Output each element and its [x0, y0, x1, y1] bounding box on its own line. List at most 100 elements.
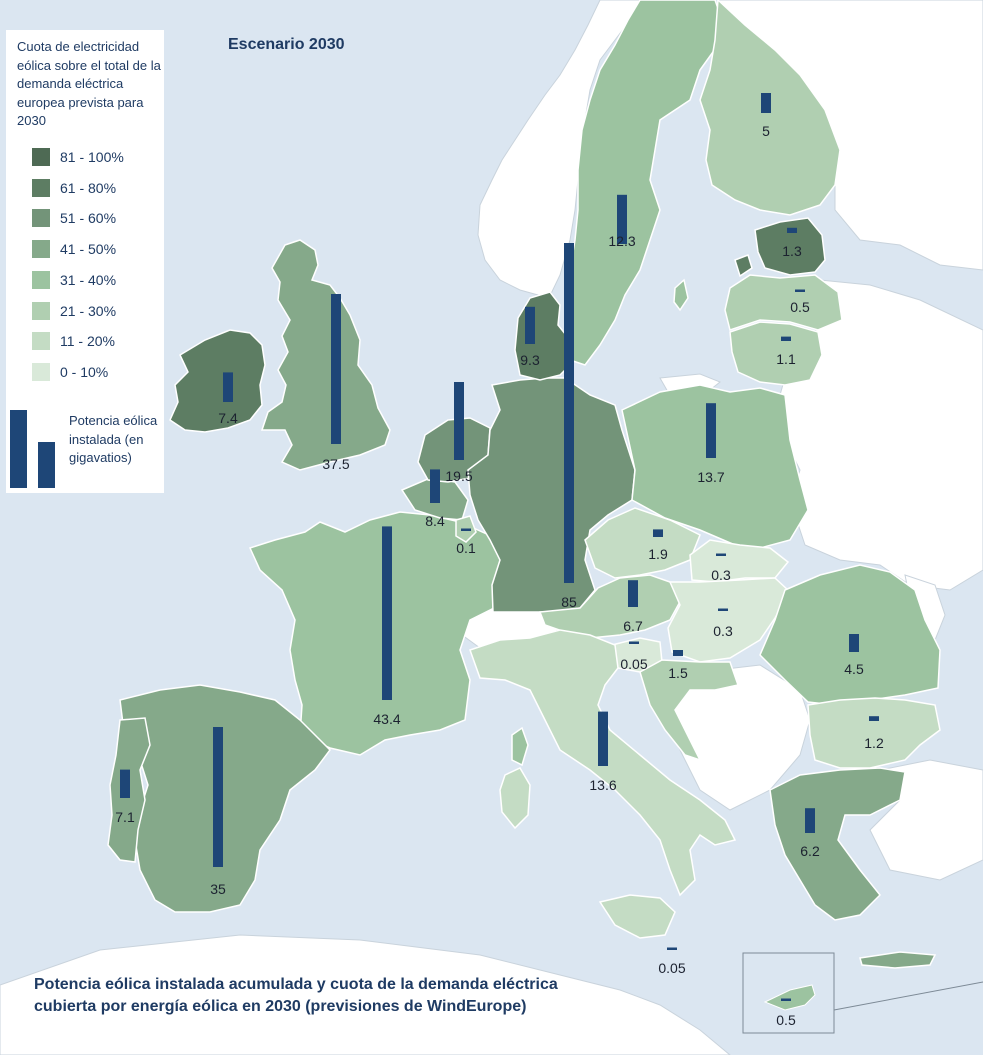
legend-bar-sample-short [38, 442, 55, 488]
legend-label: 41 - 50% [60, 241, 117, 258]
bar-chipre [781, 998, 791, 1001]
value-label: 37.5 [322, 456, 349, 472]
bar-españa [213, 727, 223, 867]
ireland-shape [169, 329, 266, 433]
value-label: 5 [762, 123, 770, 139]
value-label: 35 [210, 881, 226, 897]
legend-item: 0 - 10% [32, 362, 162, 381]
legend-panel [6, 30, 164, 493]
sardinia-shape [499, 767, 531, 830]
value-label: 0.3 [713, 623, 733, 639]
value-label: 19.5 [445, 468, 472, 484]
legend-item: 21 - 30% [32, 301, 162, 320]
bar-malta [667, 947, 677, 950]
bar-hungría [718, 608, 728, 611]
bar-bélgica [430, 469, 440, 503]
cyprus-inset [742, 952, 983, 1034]
legend-item: 41 - 50% [32, 240, 162, 259]
legend-swatch [32, 148, 50, 166]
legend-bar-sample [10, 410, 58, 488]
value-label: 0.5 [790, 299, 810, 315]
bar-portugal [120, 769, 130, 798]
bar-italia [598, 711, 608, 766]
scenario-title: Escenario 2030 [228, 36, 345, 53]
value-label: 7.1 [115, 809, 135, 825]
bar-suecia [617, 194, 627, 244]
cyprus-inset-leader [833, 981, 983, 1011]
bar-irlanda [223, 372, 233, 402]
legend-label: 21 - 30% [60, 302, 117, 319]
greece-shape [769, 767, 906, 921]
latvia-shape [724, 274, 843, 331]
legend-item: 81 - 100% [32, 148, 162, 166]
sicily-shape [598, 894, 676, 939]
legend-label: 51 - 60% [60, 210, 117, 227]
legend-label: 11 - 20% [60, 333, 115, 350]
bar-finlandia [761, 93, 771, 113]
legend-bar-sample-tall [10, 410, 27, 488]
value-label: 13.7 [697, 469, 724, 485]
bar-luxemburgo [461, 528, 471, 531]
value-label: 1.9 [648, 546, 668, 562]
legend-swatch [32, 178, 50, 197]
legend-item: 11 - 20% [32, 332, 162, 351]
croatia-shape [639, 659, 739, 762]
value-label: 43.4 [373, 711, 400, 727]
value-label: 0.1 [456, 540, 476, 556]
value-label: 8.4 [425, 513, 445, 529]
value-label: 6.2 [800, 843, 820, 859]
bar-estonia [787, 227, 797, 233]
bar-dinamarca [525, 306, 535, 344]
value-label: 0.05 [620, 656, 647, 672]
value-label: 13.6 [589, 777, 616, 793]
bar-reino-unido [331, 294, 341, 444]
value-label: 7.4 [218, 410, 238, 426]
value-label: 85 [561, 594, 577, 610]
legend-swatch [32, 362, 50, 381]
legend-label: 61 - 80% [60, 179, 117, 196]
value-label: 0.5 [776, 1012, 796, 1028]
value-label: 6.7 [623, 618, 643, 634]
bar-austria [628, 580, 638, 607]
bar-rumanía [849, 634, 859, 652]
crete-shape [859, 951, 937, 969]
legend-swatch [32, 301, 50, 320]
lithuania-shape [729, 321, 823, 386]
bar-grecia [805, 808, 815, 833]
hungary-shape [667, 577, 791, 663]
baltic-island-shape [734, 254, 753, 278]
bar-lituania [781, 336, 791, 341]
estonia-shape [754, 217, 826, 276]
gotland-shape [673, 278, 689, 312]
value-label: 4.5 [844, 661, 864, 677]
legend-item: 31 - 40% [32, 270, 162, 289]
poland-shape [621, 384, 809, 549]
value-label: 1.5 [668, 665, 688, 681]
bar-república-checa [653, 529, 663, 537]
value-label: 12.3 [608, 233, 635, 249]
value-label: 0.05 [658, 960, 685, 976]
bulgaria-shape [807, 697, 941, 769]
legend-swatch [32, 240, 50, 259]
sweden-shape [564, 0, 723, 366]
bar-eslovaquia [716, 553, 726, 556]
value-label: 9.3 [520, 352, 540, 368]
cyprus-shape [763, 984, 816, 1011]
legend-bar-title: Potencia eólica instalada (en gigavatios… [69, 413, 158, 465]
bar-croacia [673, 650, 683, 656]
bar-francia [382, 526, 392, 700]
bar-países-bajos [454, 382, 464, 460]
legend-swatch [32, 332, 50, 351]
legend-swatch [32, 209, 50, 228]
value-label: 1.2 [864, 735, 884, 751]
north-africa-shape [0, 934, 731, 1055]
legend-label: 0 - 10% [60, 363, 109, 380]
legend-label: 81 - 100% [60, 149, 124, 165]
spain-shape [119, 684, 331, 913]
value-label: 0.3 [711, 567, 731, 583]
uk-shape [260, 239, 391, 471]
bar-polonia [706, 403, 716, 458]
norway-shape [477, 0, 641, 301]
value-label: 1.1 [776, 351, 796, 367]
